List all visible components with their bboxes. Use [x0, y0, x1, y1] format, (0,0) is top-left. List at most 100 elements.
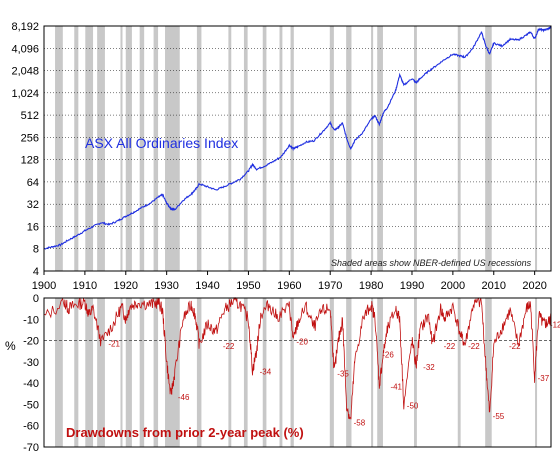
- recession-band-bottom: [85, 298, 94, 447]
- drawdown-label: -55: [493, 412, 505, 421]
- recession-band-bottom: [377, 298, 383, 447]
- recession-band-top: [74, 26, 79, 271]
- drawdown-series: [43, 296, 552, 420]
- recession-band-bottom: [165, 298, 180, 447]
- recession-band-top: [120, 26, 123, 271]
- recession-band-top: [535, 26, 538, 271]
- drawdown-label: -32: [423, 363, 435, 372]
- drawdown-label: -58: [354, 418, 366, 427]
- recession-shading-bottom: [55, 298, 538, 447]
- drawdown-ylabel: %: [5, 339, 16, 353]
- y-tick-label-top: 128: [21, 155, 39, 167]
- recession-band-top: [262, 26, 267, 271]
- recession-band-top: [371, 26, 374, 271]
- recession-band-top: [139, 26, 145, 271]
- y-tick-label-bottom: -70: [23, 442, 39, 454]
- recession-band-top: [97, 26, 105, 271]
- x-tick-label: 1980: [359, 280, 383, 292]
- bottom-y-tick-labels: 0 -10 -20 -30 -40 -50 -60 -70: [23, 293, 39, 454]
- index-title: ASX All Ordinaries Index: [85, 135, 238, 151]
- top-panel-gridlines: [44, 48, 551, 249]
- recession-band-bottom: [120, 298, 123, 447]
- recession-band-bottom: [125, 298, 132, 447]
- y-tick-label-top: 16: [27, 221, 39, 233]
- x-tick-label: 2020: [522, 280, 546, 292]
- recession-band-top: [290, 26, 294, 271]
- recession-band-bottom: [535, 298, 538, 447]
- recession-band-bottom: [279, 298, 283, 447]
- drawdown-label: -20: [296, 338, 308, 347]
- recession-band-bottom: [97, 298, 105, 447]
- recession-band-top: [485, 26, 492, 271]
- y-tick-label-bottom: -50: [23, 399, 39, 411]
- bottom-panel-frame: [43, 297, 552, 448]
- y-tick-label-top: 512: [21, 110, 39, 122]
- recession-band-top: [196, 26, 202, 271]
- recession-note: Shaded areas show NBER-defined US recess…: [331, 258, 532, 268]
- y-tick-label-top: 256: [21, 132, 39, 144]
- drawdown-label: -26: [382, 350, 394, 359]
- x-tick-label: 1940: [195, 280, 219, 292]
- drawdown-label: -22: [444, 342, 456, 351]
- recession-band-bottom: [346, 298, 352, 447]
- drawdown-label: -50: [407, 401, 419, 410]
- recession-band-bottom: [243, 298, 248, 447]
- drawdown-label: -34: [260, 367, 272, 376]
- drawdown-label: -21: [108, 340, 120, 349]
- recession-shading-top: [55, 26, 538, 271]
- y-tick-label-bottom: 0: [33, 293, 39, 305]
- recession-band-bottom: [55, 298, 63, 447]
- drawdown-label: -22: [509, 342, 521, 351]
- drawdown-label: -22: [223, 342, 235, 351]
- drawdown-label: -37: [538, 374, 550, 383]
- recession-band-top: [243, 26, 248, 271]
- x-tick-label: 1960: [277, 280, 301, 292]
- recession-band-bottom: [153, 298, 159, 447]
- x-tick-label: 1950: [236, 280, 260, 292]
- recession-band-top: [125, 26, 132, 271]
- y-tick-label-top: 4: [33, 266, 39, 278]
- x-tick-label: 1900: [32, 280, 56, 292]
- y-tick-label-top: 4,096: [11, 43, 39, 55]
- drawdown-label: -35: [337, 370, 349, 379]
- recession-band-bottom: [457, 298, 461, 447]
- recession-band-bottom: [262, 298, 267, 447]
- x-tick-label: 1930: [154, 280, 178, 292]
- x-tick-label: 1970: [318, 280, 342, 292]
- recession-band-bottom: [74, 298, 79, 447]
- recession-band-top: [153, 26, 159, 271]
- x-tick-label: 2000: [441, 280, 465, 292]
- top-panel-frame: [43, 25, 552, 272]
- recession-band-top: [85, 26, 94, 271]
- recession-band-bottom: [196, 298, 202, 447]
- y-tick-label-top: 32: [27, 199, 39, 211]
- x-tick-labels: 1900 1910 1920 1930 1940 1950 1960 1970 1980 1990…: [32, 271, 547, 292]
- recession-band-top: [457, 26, 461, 271]
- recession-band-top: [279, 26, 283, 271]
- y-tick-label-bottom: -40: [23, 378, 39, 390]
- drawdown-label: -12: [550, 321, 560, 330]
- drawdown-label: -41: [390, 382, 402, 391]
- drawdown-label: -22: [468, 342, 480, 351]
- x-tick-label: 1910: [73, 280, 97, 292]
- recession-band-top: [55, 26, 63, 271]
- y-tick-label-top: 8,192: [11, 21, 39, 33]
- drawdown-title: Drawdowns from prior 2-year peak (%): [66, 425, 304, 440]
- index-series: [43, 25, 552, 250]
- x-tick-label: 2010: [482, 280, 506, 292]
- recession-band-top: [346, 26, 352, 271]
- y-tick-label-bottom: -10: [23, 314, 39, 326]
- index-line: [43, 25, 552, 250]
- recession-band-top: [414, 26, 417, 271]
- recession-band-bottom: [139, 298, 145, 447]
- recession-band-top: [329, 26, 334, 271]
- y-tick-label-top: 8: [33, 244, 39, 256]
- drawdown-labels: -21 -46 -22 -34 -20 -35 -58 -26 -41 -50 -32 -22 -22 -…: [108, 321, 560, 428]
- recession-band-bottom: [485, 298, 492, 447]
- recession-band-bottom: [414, 298, 417, 447]
- drawdown-line: [43, 296, 552, 420]
- recession-band-top: [165, 26, 180, 271]
- top-y-tick-labels: 4 8 16 32 64 128 256 512 1,024 2,048 4,096 8,192: [11, 21, 39, 278]
- recession-band-bottom: [290, 298, 294, 447]
